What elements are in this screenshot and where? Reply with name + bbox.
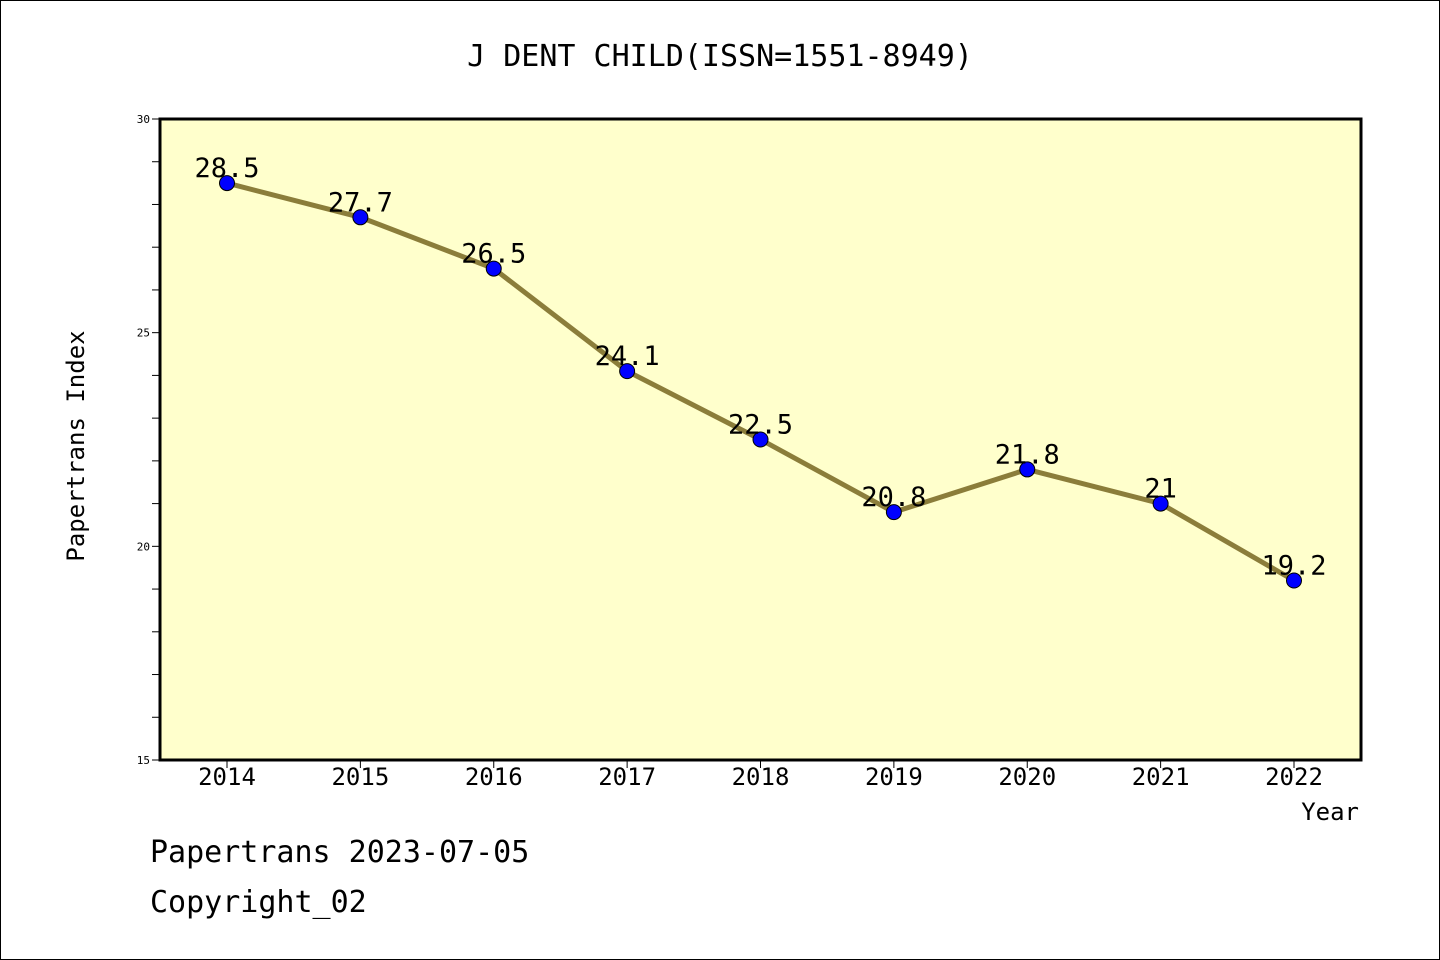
y-tick-label: 15 [137,754,150,767]
x-axis-ticks: 2014 2015 2016 2017 2018 2019 2020 2021 2022 [198,760,1323,791]
data-label: 21 [1144,474,1177,505]
x-tick-label: 2021 [1132,763,1190,791]
data-point [219,175,235,192]
data-point [752,431,769,448]
y-tick-label: 30 [137,113,150,126]
data-point [1152,495,1169,512]
x-tick-label: 2018 [732,763,790,791]
data-label: 22.5 [728,410,793,441]
x-tick-label: 2022 [1265,763,1323,791]
data-label: 27.7 [328,187,393,218]
chart-title: J DENT CHILD(ISSN=1551-8949) [467,39,973,74]
data-points-group [219,175,1302,589]
x-tick-label: 2016 [465,763,523,791]
y-tick-label: 25 [137,327,150,340]
data-label: 21.8 [995,439,1060,470]
y-axis-ticks: 15 20 25 30 [137,113,160,767]
data-point [352,209,369,226]
data-point [485,260,502,277]
data-point [1286,572,1302,589]
data-point [619,363,636,380]
footer-copyright: Copyright_02 [150,885,367,920]
x-tick-label: 2017 [598,763,656,791]
data-point [1019,461,1036,478]
y-tick-label: 20 [137,540,150,553]
x-axis-label: Year [1301,798,1359,826]
x-tick-label: 2020 [998,763,1056,791]
footer-date-line: Papertrans 2023-07-05 [150,835,530,870]
data-label: 19.2 [1261,551,1326,582]
x-tick-label: 2019 [865,763,923,791]
data-label: 26.5 [461,239,526,270]
x-tick-label: 2015 [331,763,389,791]
data-label: 28.5 [194,153,259,184]
data-labels-group: 28.5 27.7 26.5 24.1 22.5 20.8 21.8 21 19.2 [194,153,1326,581]
data-label: 24.1 [595,341,660,372]
data-label: 20.8 [861,482,926,513]
data-point [885,504,902,521]
y-axis-label: Papertrans Index [62,330,90,561]
x-tick-label: 2014 [198,763,256,791]
